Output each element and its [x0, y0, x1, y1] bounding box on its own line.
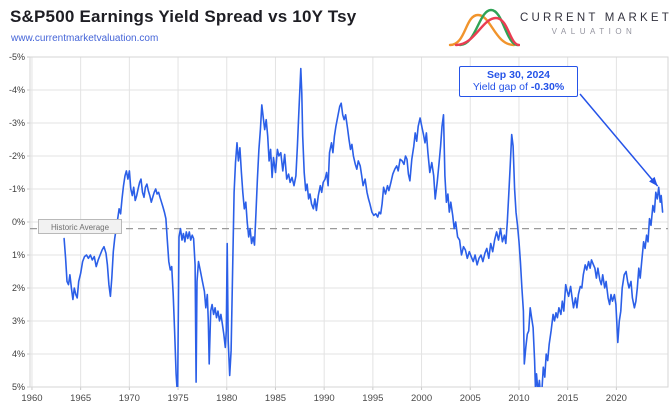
page-title: S&P500 Earnings Yield Spread vs 10Y Tsy [10, 7, 357, 26]
x-tick-label: 2020 [606, 393, 627, 404]
annotation-arrowhead-icon [649, 176, 658, 187]
callout-value: -0.30% [530, 81, 565, 93]
bell-curves-icon [448, 8, 520, 47]
y-tick-label: 2% [12, 283, 25, 293]
y-tick-label: -1% [9, 184, 25, 194]
brand-name-primary: CURRENT MARKET [520, 12, 672, 24]
callout-value-line: Yield gap of -0.30% [460, 81, 577, 93]
plot-border [29, 56, 669, 388]
y-tick-label: 0% [12, 217, 25, 227]
y-tick-label: -3% [9, 118, 25, 128]
x-tick-label: 1980 [216, 393, 237, 404]
y-tick-label: 4% [12, 349, 25, 359]
y-tick-label: 1% [12, 250, 25, 260]
website-link[interactable]: www.currentmarketvaluation.com [11, 33, 159, 44]
annotation-arrow [579, 93, 659, 187]
y-tick-label: -2% [9, 151, 25, 161]
callout-value-prefix: Yield gap of [472, 81, 528, 93]
brand-name-secondary: VALUATION [551, 27, 637, 36]
y-tick-label: -4% [9, 85, 25, 95]
x-tick-label: 2005 [460, 393, 481, 404]
latest-value-callout: Sep 30, 2024 Yield gap of -0.30% [459, 66, 578, 97]
x-tick-label: 2000 [411, 393, 432, 404]
x-tick-label: 2010 [508, 393, 529, 404]
x-tick-label: 1975 [167, 393, 188, 404]
brand-name: CURRENT MARKET VALUATION [520, 12, 672, 36]
yield-spread-line [63, 67, 664, 387]
x-tick-label: 1990 [314, 393, 335, 404]
brand-logo: CURRENT MARKET VALUATION [448, 4, 672, 48]
y-tick-label: 5% [12, 382, 25, 392]
x-tick-label: 1995 [362, 393, 383, 404]
x-tick-label: 1965 [70, 393, 91, 404]
y-tick-label: -5% [9, 52, 25, 62]
y-tick-label: 3% [12, 316, 25, 326]
x-tick-label: 2015 [557, 393, 578, 404]
x-tick-label: 1960 [21, 393, 42, 404]
x-tick-label: 1985 [265, 393, 286, 404]
x-tick-label: 1970 [119, 393, 140, 404]
historic-average-label: Historic Average [38, 219, 122, 234]
callout-date: Sep 30, 2024 [486, 69, 551, 81]
